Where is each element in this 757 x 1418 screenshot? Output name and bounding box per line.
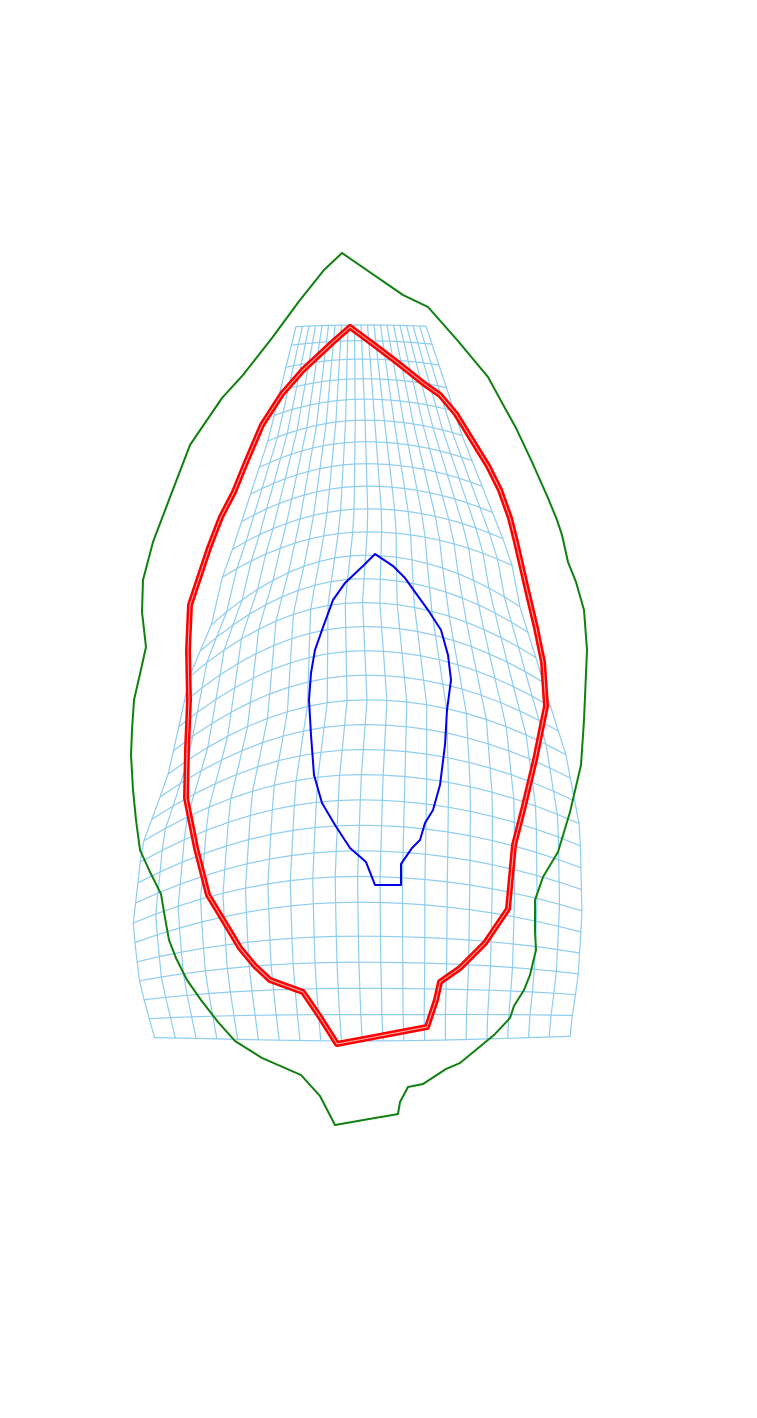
grid-column-line — [399, 324, 493, 1040]
grid-column-line — [312, 324, 349, 1042]
grid-column-line — [155, 325, 304, 1039]
grid-column-line — [405, 325, 516, 1039]
grid-column-line — [357, 324, 369, 1042]
grid-column-line — [289, 324, 343, 1042]
grid-column-line — [379, 324, 428, 1042]
grid-column-line — [425, 325, 583, 1038]
grid-column-line — [334, 324, 356, 1042]
grid-column-line — [373, 324, 408, 1042]
grid-column-line — [267, 324, 336, 1041]
grid-column-line — [177, 325, 310, 1040]
grid-column-line — [418, 325, 561, 1038]
grid-column-line — [392, 324, 471, 1041]
grid-column-line — [244, 324, 330, 1041]
grid-column-line — [200, 325, 317, 1040]
grid-column-line — [366, 324, 388, 1042]
outer-contour — [130, 252, 588, 1126]
grid-column-line — [132, 326, 297, 1039]
middle-contour-highlight — [185, 326, 547, 1045]
deformation-grid — [132, 324, 583, 1042]
inner-contour — [308, 553, 452, 886]
grid-column-line — [412, 325, 538, 1039]
grid-column-line — [386, 324, 450, 1041]
